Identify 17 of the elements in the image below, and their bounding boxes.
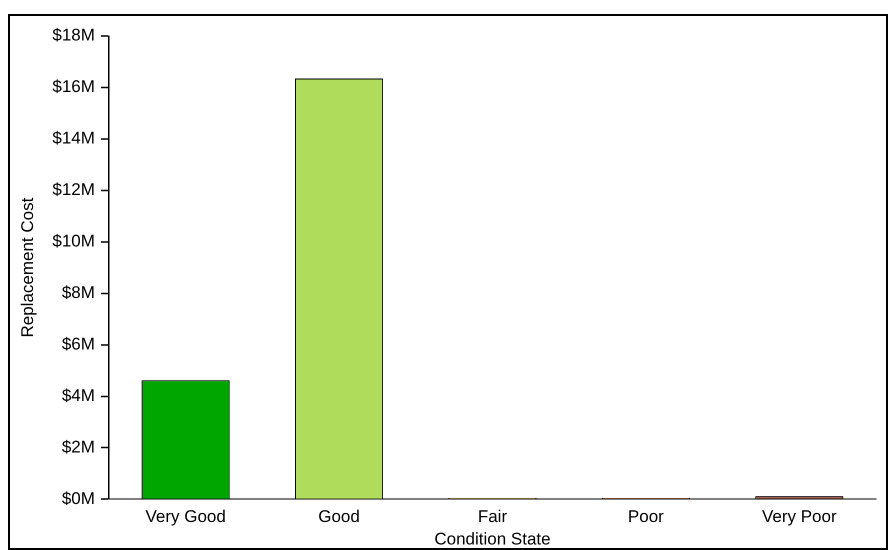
y-tick-label: $4M [62,386,95,405]
y-tick-label: $16M [52,77,95,96]
x-tick-label: Poor [628,507,664,526]
y-tick-label: $18M [52,26,95,45]
x-axis-title: Condition State [434,529,551,548]
y-tick-label: $12M [52,180,95,200]
y-tick-label: $2M [62,437,95,456]
y-tick-label: $8M [62,283,95,302]
y-axis-title: Replacement Cost [18,197,37,338]
x-tick-label: Good [318,507,360,526]
y-tick-label: $14M [52,128,95,148]
y-tick-label: $6M [62,334,95,354]
x-tick-label: Very Good [145,507,226,526]
x-tick-label: Fair [478,507,508,526]
y-tick-label: $10M [52,232,95,251]
y-tick-label: $0M [62,488,95,508]
x-tick-label: Very Poor [762,507,837,526]
